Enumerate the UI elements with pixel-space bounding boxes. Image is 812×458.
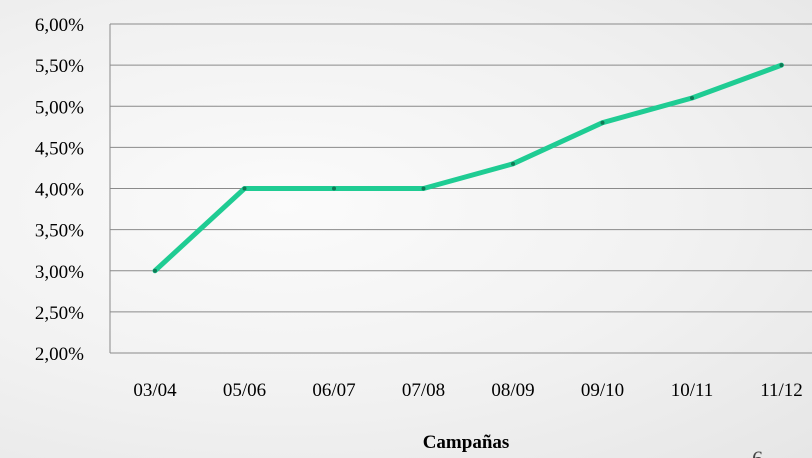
y-tick-label: 3,50% <box>35 221 84 242</box>
y-tick-label: 6,00% <box>35 15 84 36</box>
x-tick-label: 08/09 <box>491 380 534 401</box>
corner-mark: 6 <box>752 446 763 458</box>
series-line <box>152 62 784 274</box>
x-tick-label: 09/10 <box>581 380 624 401</box>
x-tick-label: 10/11 <box>671 380 714 401</box>
x-tick-label: 05/06 <box>223 380 266 401</box>
data-point <box>242 186 247 191</box>
y-tick-label: 4,50% <box>35 138 84 159</box>
x-tick-label: 11/12 <box>760 380 803 401</box>
data-point <box>332 186 336 191</box>
data-point <box>690 96 694 101</box>
y-tick-label: 3,00% <box>35 262 84 283</box>
y-tick-label: 2,50% <box>35 303 84 324</box>
axes <box>109 24 812 354</box>
x-tick-labels: 03/04 05/06 06/07 07/08 08/09 09/10 10/11 11/12 <box>133 380 802 401</box>
x-axis-title: Campañas <box>423 432 510 453</box>
data-point <box>779 63 784 68</box>
x-tick-label: 06/07 <box>312 380 355 401</box>
gridlines <box>110 23 812 313</box>
data-point <box>421 186 426 191</box>
data-point <box>600 120 605 125</box>
y-tick-label: 5,50% <box>35 56 84 77</box>
x-tick-label: 03/04 <box>133 380 177 401</box>
y-tick-label: 4,00% <box>35 180 84 201</box>
x-tick-label: 07/08 <box>402 380 445 401</box>
data-point <box>511 161 515 166</box>
data-point <box>153 268 157 273</box>
y-tick-label: 5,00% <box>35 97 84 118</box>
y-tick-labels: 2,00% 2,50% 3,00% 3,50% 4,00% 4,50% 5,00% 5,50%… <box>35 15 84 365</box>
series <box>152 62 784 274</box>
y-tick-label: 2,00% <box>35 344 84 365</box>
